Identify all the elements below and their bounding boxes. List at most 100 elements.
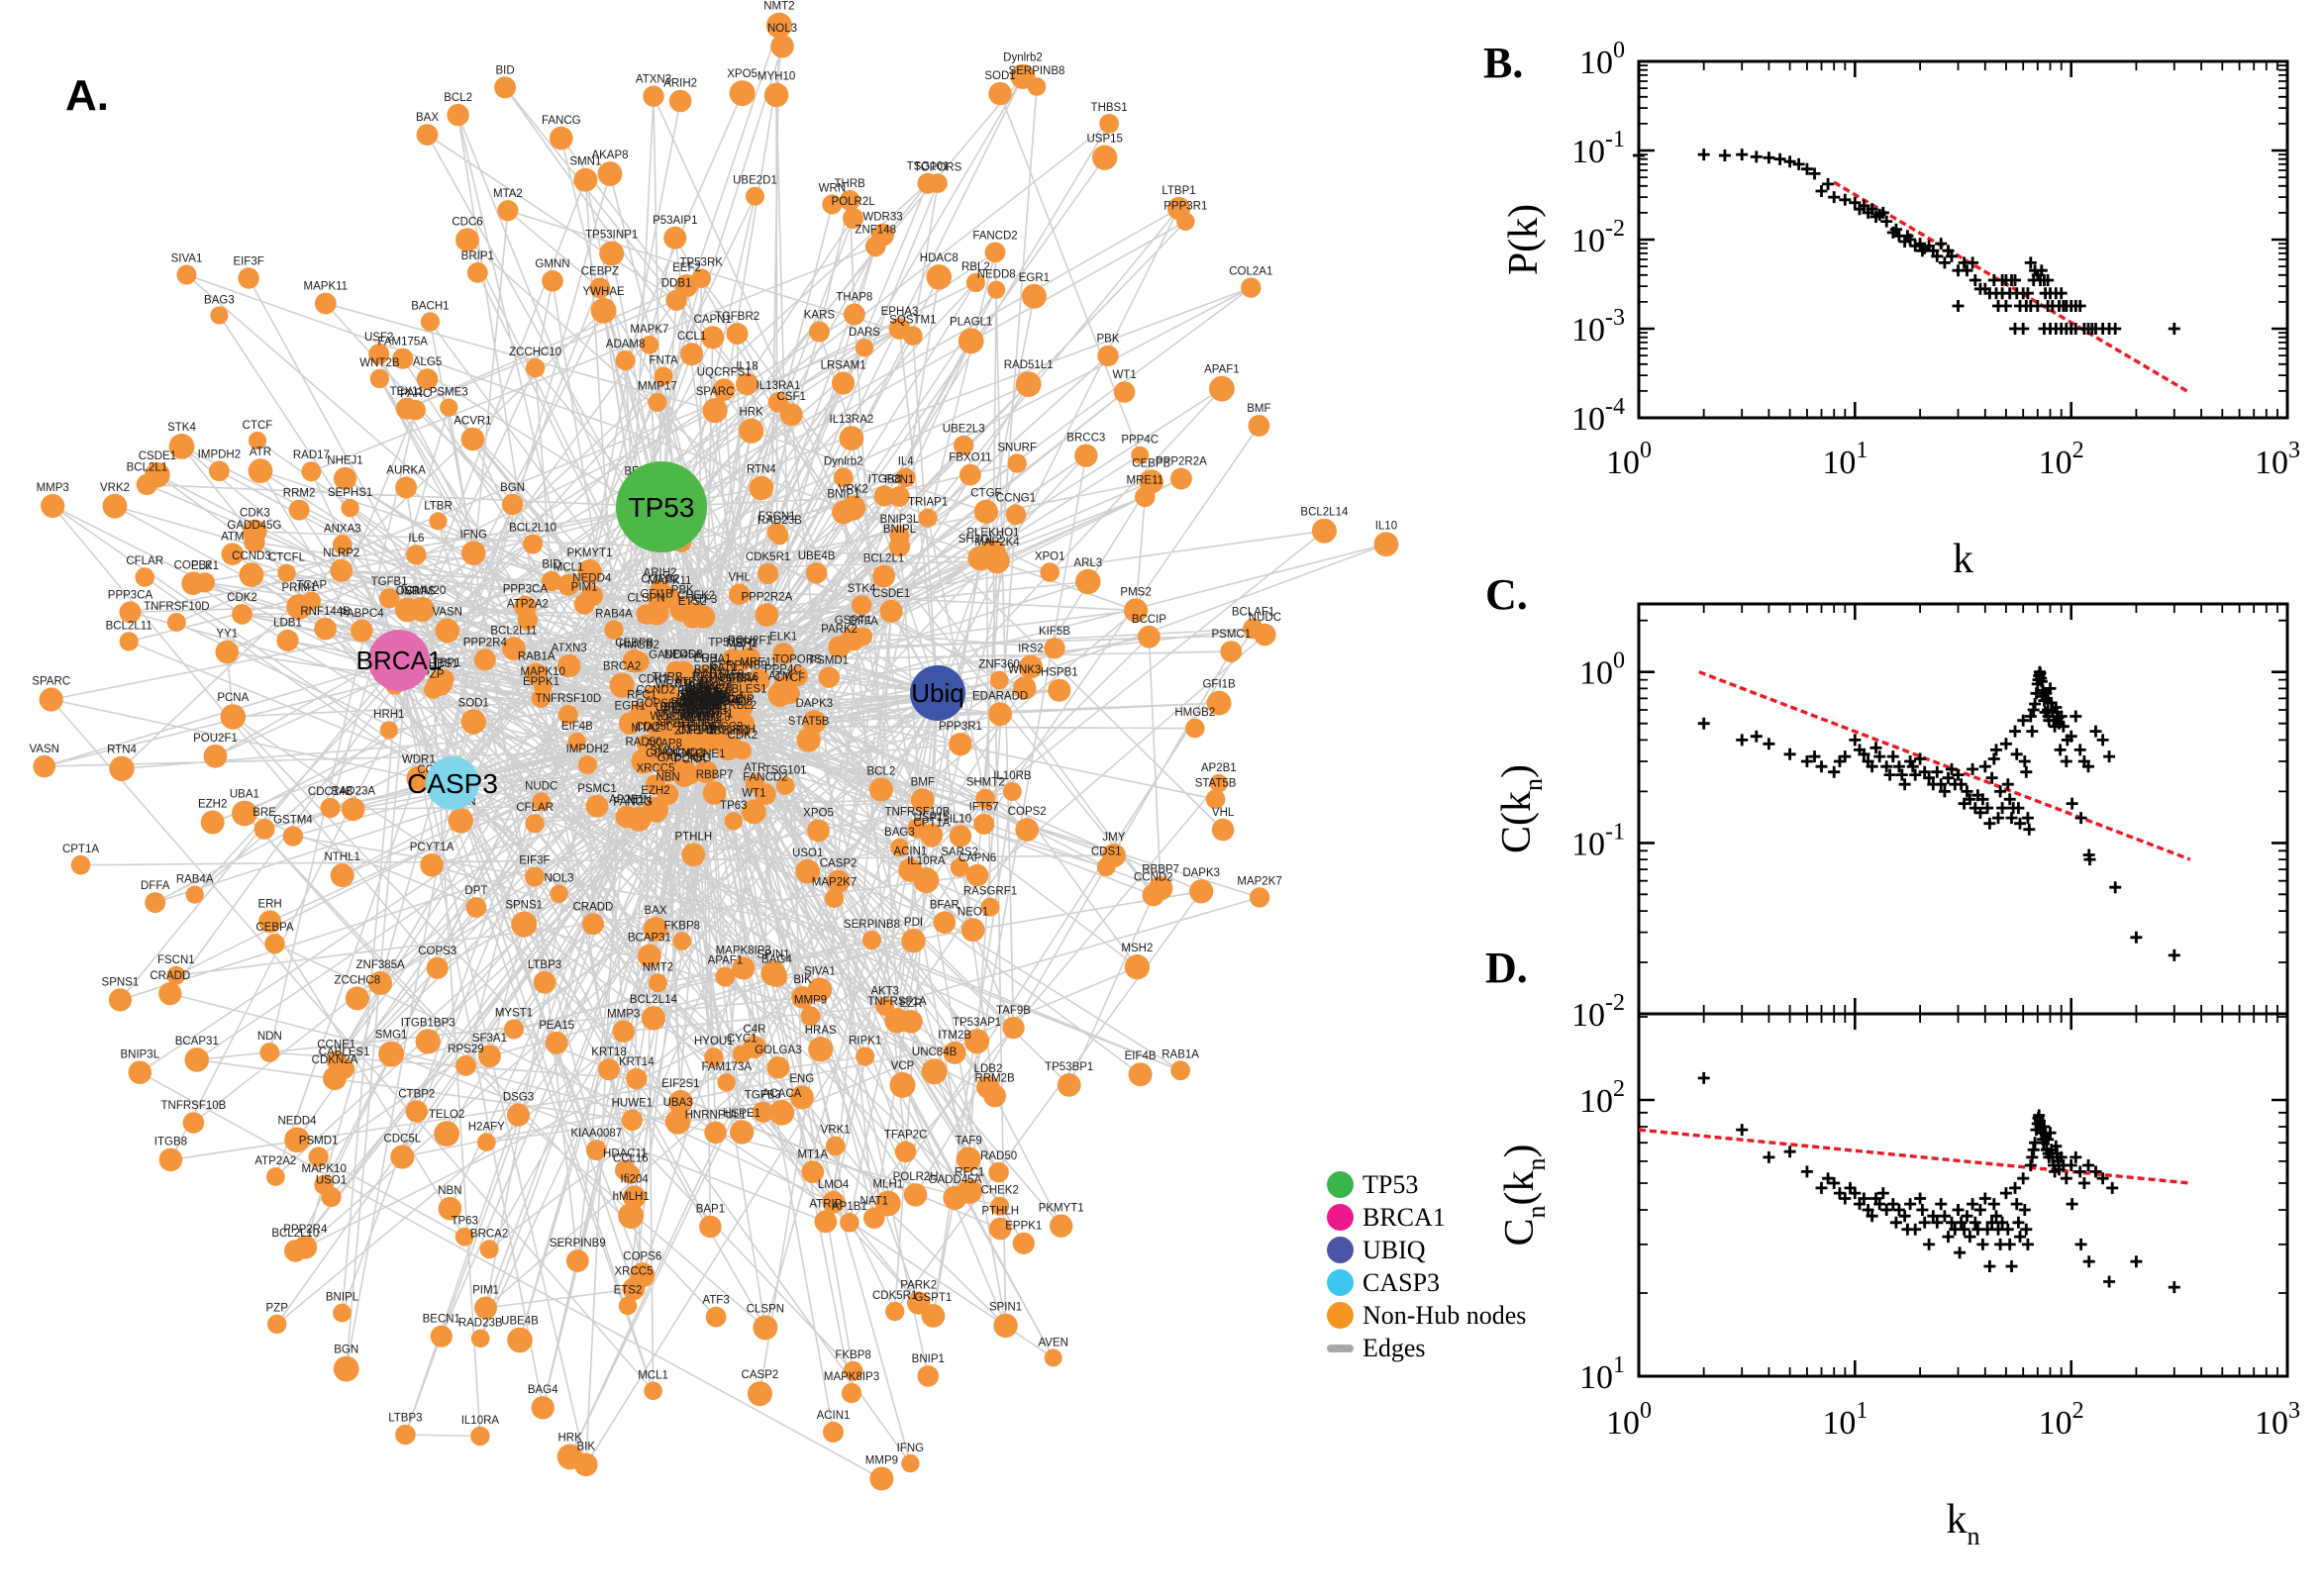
gene-label: RFC1 [627, 690, 656, 702]
gene-label: NUDC [1249, 612, 1281, 624]
network-node [589, 277, 611, 299]
network-node [232, 604, 252, 625]
gene-label: IL10RB [993, 770, 1032, 782]
gene-label: PZP [266, 1303, 289, 1315]
network-node [1254, 623, 1276, 647]
gene-label: CDS1 [1091, 846, 1122, 857]
network-node [618, 1296, 638, 1316]
gene-label: CTCF [243, 420, 273, 432]
gene-label: NMT2 [643, 961, 673, 973]
gene-label: PLAGL1 [671, 697, 714, 709]
network-node [765, 12, 792, 39]
gene-label: CAPN1 [694, 314, 732, 326]
gene-label: MLH1 [873, 1179, 904, 1191]
panel-c-label: C. [1485, 570, 1528, 619]
gene-label: MRE11 [1127, 475, 1164, 487]
gene-label: PRIM1 [282, 582, 317, 594]
gene-label: PKMYT1 [566, 548, 612, 559]
network-node [775, 776, 795, 795]
gene-label: NEO1 [958, 906, 988, 918]
gene-label: DFFA [141, 880, 170, 892]
gene-label: PTHLH [674, 831, 712, 843]
gene-label: SEPHS1 [328, 487, 372, 499]
network-node [888, 485, 910, 507]
gene-label: TGFB3 [745, 1090, 781, 1102]
gene-label: DDB1 [661, 278, 692, 290]
network-node [232, 800, 257, 827]
hub-node-ubiq [910, 665, 965, 721]
network-node [1138, 625, 1161, 648]
gene-label: CDK2 [227, 592, 257, 604]
gene-label: ARIH2 [663, 78, 697, 90]
network-node [856, 1047, 875, 1066]
gene-label: PPP4C [764, 664, 802, 676]
fit-line [1638, 1128, 2190, 1185]
network-node [965, 863, 989, 887]
network-node [841, 1383, 862, 1404]
network-node [507, 1327, 533, 1353]
network-node [987, 280, 1006, 299]
gene-label: POU2F1 [193, 733, 238, 745]
network-node [420, 852, 444, 877]
legend-item-non-hub-nodes: Non-Hub nodes [1327, 1299, 1545, 1332]
network-node [755, 603, 779, 627]
network-node [641, 1006, 666, 1031]
gene-label: TSG101 [764, 764, 807, 776]
gene-label: DFFA [849, 616, 878, 628]
gene-label: RBL2 [728, 700, 757, 712]
network-node [973, 499, 999, 524]
tick-label: 102 [2039, 1398, 2084, 1442]
gene-label: IMPDH2 [198, 449, 241, 460]
minor-ticks [1639, 604, 2287, 1014]
network-node [705, 1306, 727, 1328]
gene-label: CASP2 [742, 1369, 779, 1381]
gene-label: EIF2S1 [661, 1078, 699, 1090]
gene-label: TNFRSF10B [160, 1100, 226, 1112]
gene-label: PZP [422, 668, 445, 680]
network-node [276, 629, 299, 652]
network-node [921, 1058, 948, 1085]
network-node [747, 668, 770, 692]
network-node [185, 885, 204, 904]
network-node [577, 559, 602, 584]
gene-label: PSMD1 [809, 654, 849, 666]
gene-label: EGR1 [1019, 272, 1050, 284]
gene-label: SQSTM1 [681, 700, 728, 712]
gene-label: HSPB1 [1041, 667, 1078, 679]
gene-label: SMN1 [569, 156, 601, 168]
gene-label: PRIM1 [681, 709, 716, 721]
gene-label: TNFRSF10B [884, 807, 950, 819]
network-node [1075, 568, 1101, 595]
gene-label: UBE4B [798, 550, 836, 562]
gene-label: BACH1 [411, 300, 449, 312]
gene-label: VASN [29, 744, 58, 755]
gene-label: BRIP1 [659, 702, 692, 714]
gene-label: ATP2A2 [254, 1155, 296, 1167]
panel-c-plot: 100 10-1 10-2 C(kn) [1494, 602, 2289, 1034]
gene-label: TP53BP1 [708, 637, 757, 648]
gene-label: MMP3 [37, 482, 69, 494]
network-node [1128, 1062, 1153, 1087]
network-node [330, 558, 354, 582]
gene-label: CASP2 [820, 858, 858, 870]
gene-label: HMGB2 [619, 640, 659, 651]
network-node [415, 1029, 441, 1054]
network-node [839, 190, 860, 211]
gene-label: SNURF [997, 442, 1037, 453]
gene-label: ATR [744, 762, 765, 774]
network-node [573, 593, 595, 615]
gene-label: BACH1 [663, 706, 701, 718]
gene-label: PCYT1A [410, 842, 454, 853]
gene-label: CEBPA [720, 674, 758, 686]
gene-label: BAG4 [761, 954, 792, 966]
gene-label: MCL1 [638, 1370, 668, 1382]
network-node [983, 1084, 1006, 1108]
fit-line [1698, 670, 2191, 861]
network-node [1124, 598, 1149, 623]
gene-label: HDAC8 [714, 697, 753, 709]
gene-label: ITGB1BP3 [401, 1017, 455, 1029]
gene-label: PPP3R1 [1163, 201, 1207, 213]
network-node [440, 398, 458, 417]
network-node [277, 563, 296, 582]
plot-frame [1637, 59, 2289, 420]
